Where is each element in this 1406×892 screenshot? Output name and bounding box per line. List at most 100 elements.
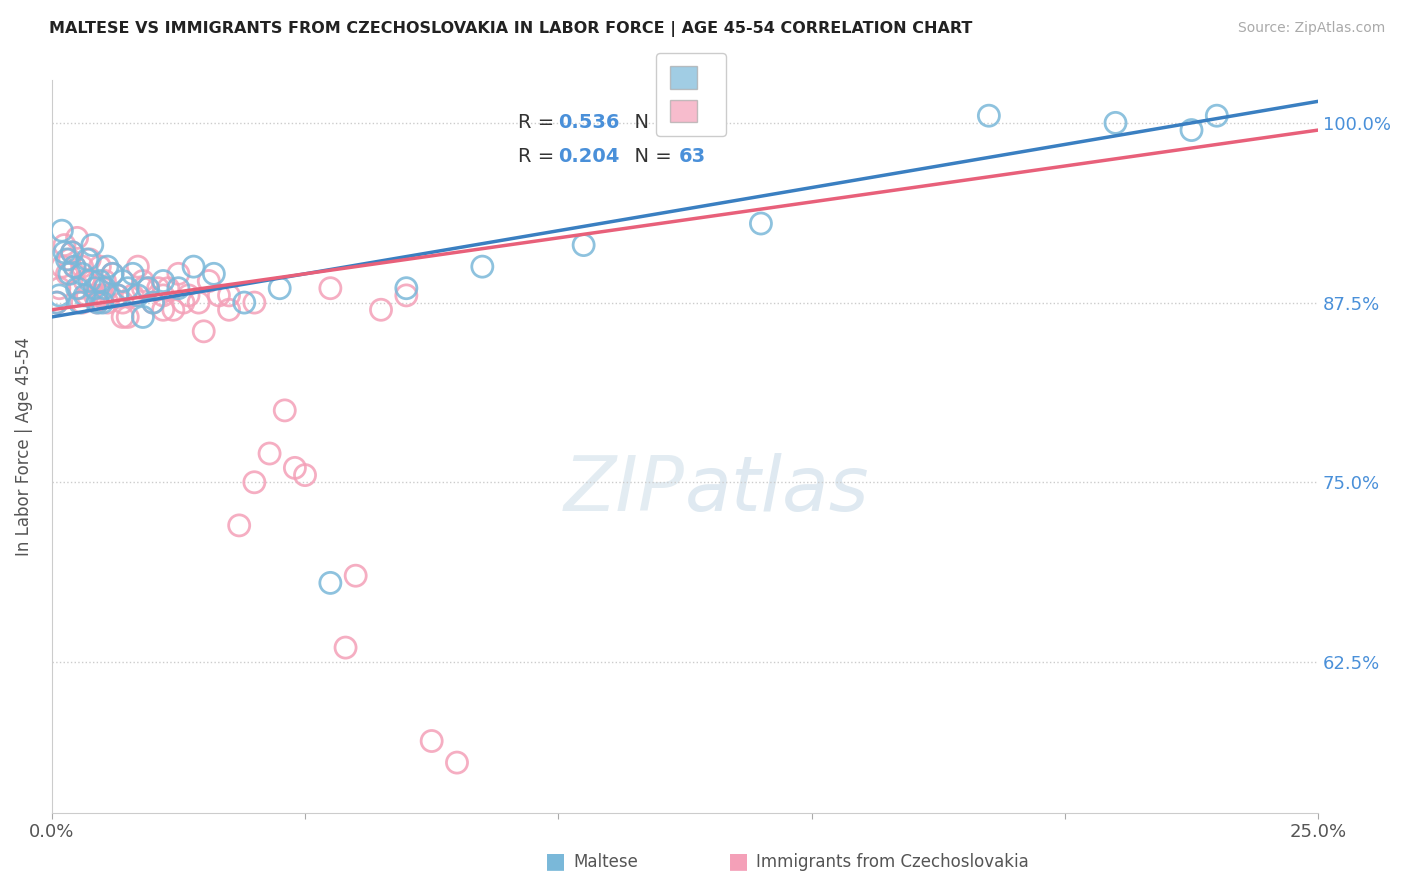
Point [1180, 123, 1202, 137]
Point [167, 281, 190, 295]
Point [69, 295, 91, 310]
Point [572, 238, 595, 252]
Text: N =: N = [621, 146, 678, 166]
Point [89, 260, 111, 274]
Point [107, 288, 129, 302]
Point [56, 252, 79, 267]
Point [48, 281, 70, 295]
Point [89, 274, 111, 288]
Point [96, 260, 118, 274]
Point [96, 295, 118, 310]
Point [94, 281, 117, 295]
Point [127, 288, 149, 302]
Y-axis label: In Labor Force | Age 45-54: In Labor Force | Age 45-54 [15, 337, 32, 556]
Point [66, 231, 89, 245]
Text: Immigrants from Czechoslovakia: Immigrants from Czechoslovakia [756, 854, 1029, 871]
Point [218, 302, 240, 317]
Point [228, 518, 250, 533]
Point [136, 281, 159, 295]
Point [101, 267, 124, 281]
Point [70, 267, 93, 281]
Point [83, 281, 105, 295]
Text: 63: 63 [679, 146, 706, 166]
Point [111, 295, 134, 310]
Point [91, 295, 114, 310]
Text: ■: ■ [546, 852, 565, 871]
Point [69, 281, 91, 295]
Point [243, 475, 266, 490]
Point [152, 302, 174, 317]
Point [82, 238, 104, 252]
Text: 45: 45 [679, 112, 706, 132]
Point [76, 252, 98, 267]
Point [172, 295, 194, 310]
Point [269, 281, 291, 295]
Point [79, 274, 101, 288]
Text: atlas: atlas [685, 453, 869, 527]
Point [45, 295, 67, 310]
Point [157, 281, 180, 295]
Point [183, 260, 205, 274]
Point [1205, 109, 1227, 123]
Point [94, 274, 117, 288]
Point [76, 288, 98, 302]
Point [53, 238, 76, 252]
Point [344, 568, 367, 582]
Point [177, 288, 200, 302]
Point [259, 446, 281, 460]
Point [86, 295, 108, 310]
Point [70, 295, 93, 310]
Point [83, 288, 105, 302]
Point [218, 288, 240, 302]
Point [152, 288, 174, 302]
Point [471, 260, 494, 274]
Point [60, 245, 83, 260]
Point [58, 267, 80, 281]
Point [70, 260, 93, 274]
Point [66, 281, 89, 295]
Point [91, 288, 114, 302]
Point [107, 288, 129, 302]
Point [233, 295, 256, 310]
Point [60, 245, 83, 260]
Point [284, 461, 307, 475]
Text: ZIP: ZIP [564, 453, 685, 527]
Point [132, 310, 155, 324]
Point [51, 260, 73, 274]
Point [395, 281, 418, 295]
Text: ■: ■ [728, 852, 748, 871]
Point [121, 267, 143, 281]
Point [167, 267, 190, 281]
Point [142, 295, 165, 310]
Text: R =: R = [517, 146, 560, 166]
Point [132, 281, 155, 295]
Point [117, 310, 139, 324]
Point [370, 302, 392, 317]
Text: R =: R = [517, 112, 560, 132]
Point [111, 310, 134, 324]
Point [749, 217, 772, 231]
Point [202, 267, 225, 281]
Point [446, 756, 468, 770]
Point [977, 109, 1000, 123]
Point [420, 734, 443, 748]
Point [319, 281, 342, 295]
Text: Maltese: Maltese [574, 854, 638, 871]
Point [127, 260, 149, 274]
Text: 0.536: 0.536 [558, 112, 620, 132]
Point [1104, 116, 1126, 130]
Point [63, 260, 86, 274]
Point [101, 267, 124, 281]
Point [82, 274, 104, 288]
Text: MALTESE VS IMMIGRANTS FROM CZECHOSLOVAKIA IN LABOR FORCE | AGE 45-54 CORRELATION: MALTESE VS IMMIGRANTS FROM CZECHOSLOVAKI… [49, 21, 973, 37]
Point [45, 295, 67, 310]
Point [73, 288, 96, 302]
Text: 0.204: 0.204 [558, 146, 620, 166]
Point [142, 295, 165, 310]
Text: Source: ZipAtlas.com: Source: ZipAtlas.com [1237, 21, 1385, 35]
Point [53, 245, 76, 260]
Point [117, 281, 139, 295]
Point [48, 288, 70, 302]
Legend: , : , [657, 53, 727, 136]
Point [86, 295, 108, 310]
